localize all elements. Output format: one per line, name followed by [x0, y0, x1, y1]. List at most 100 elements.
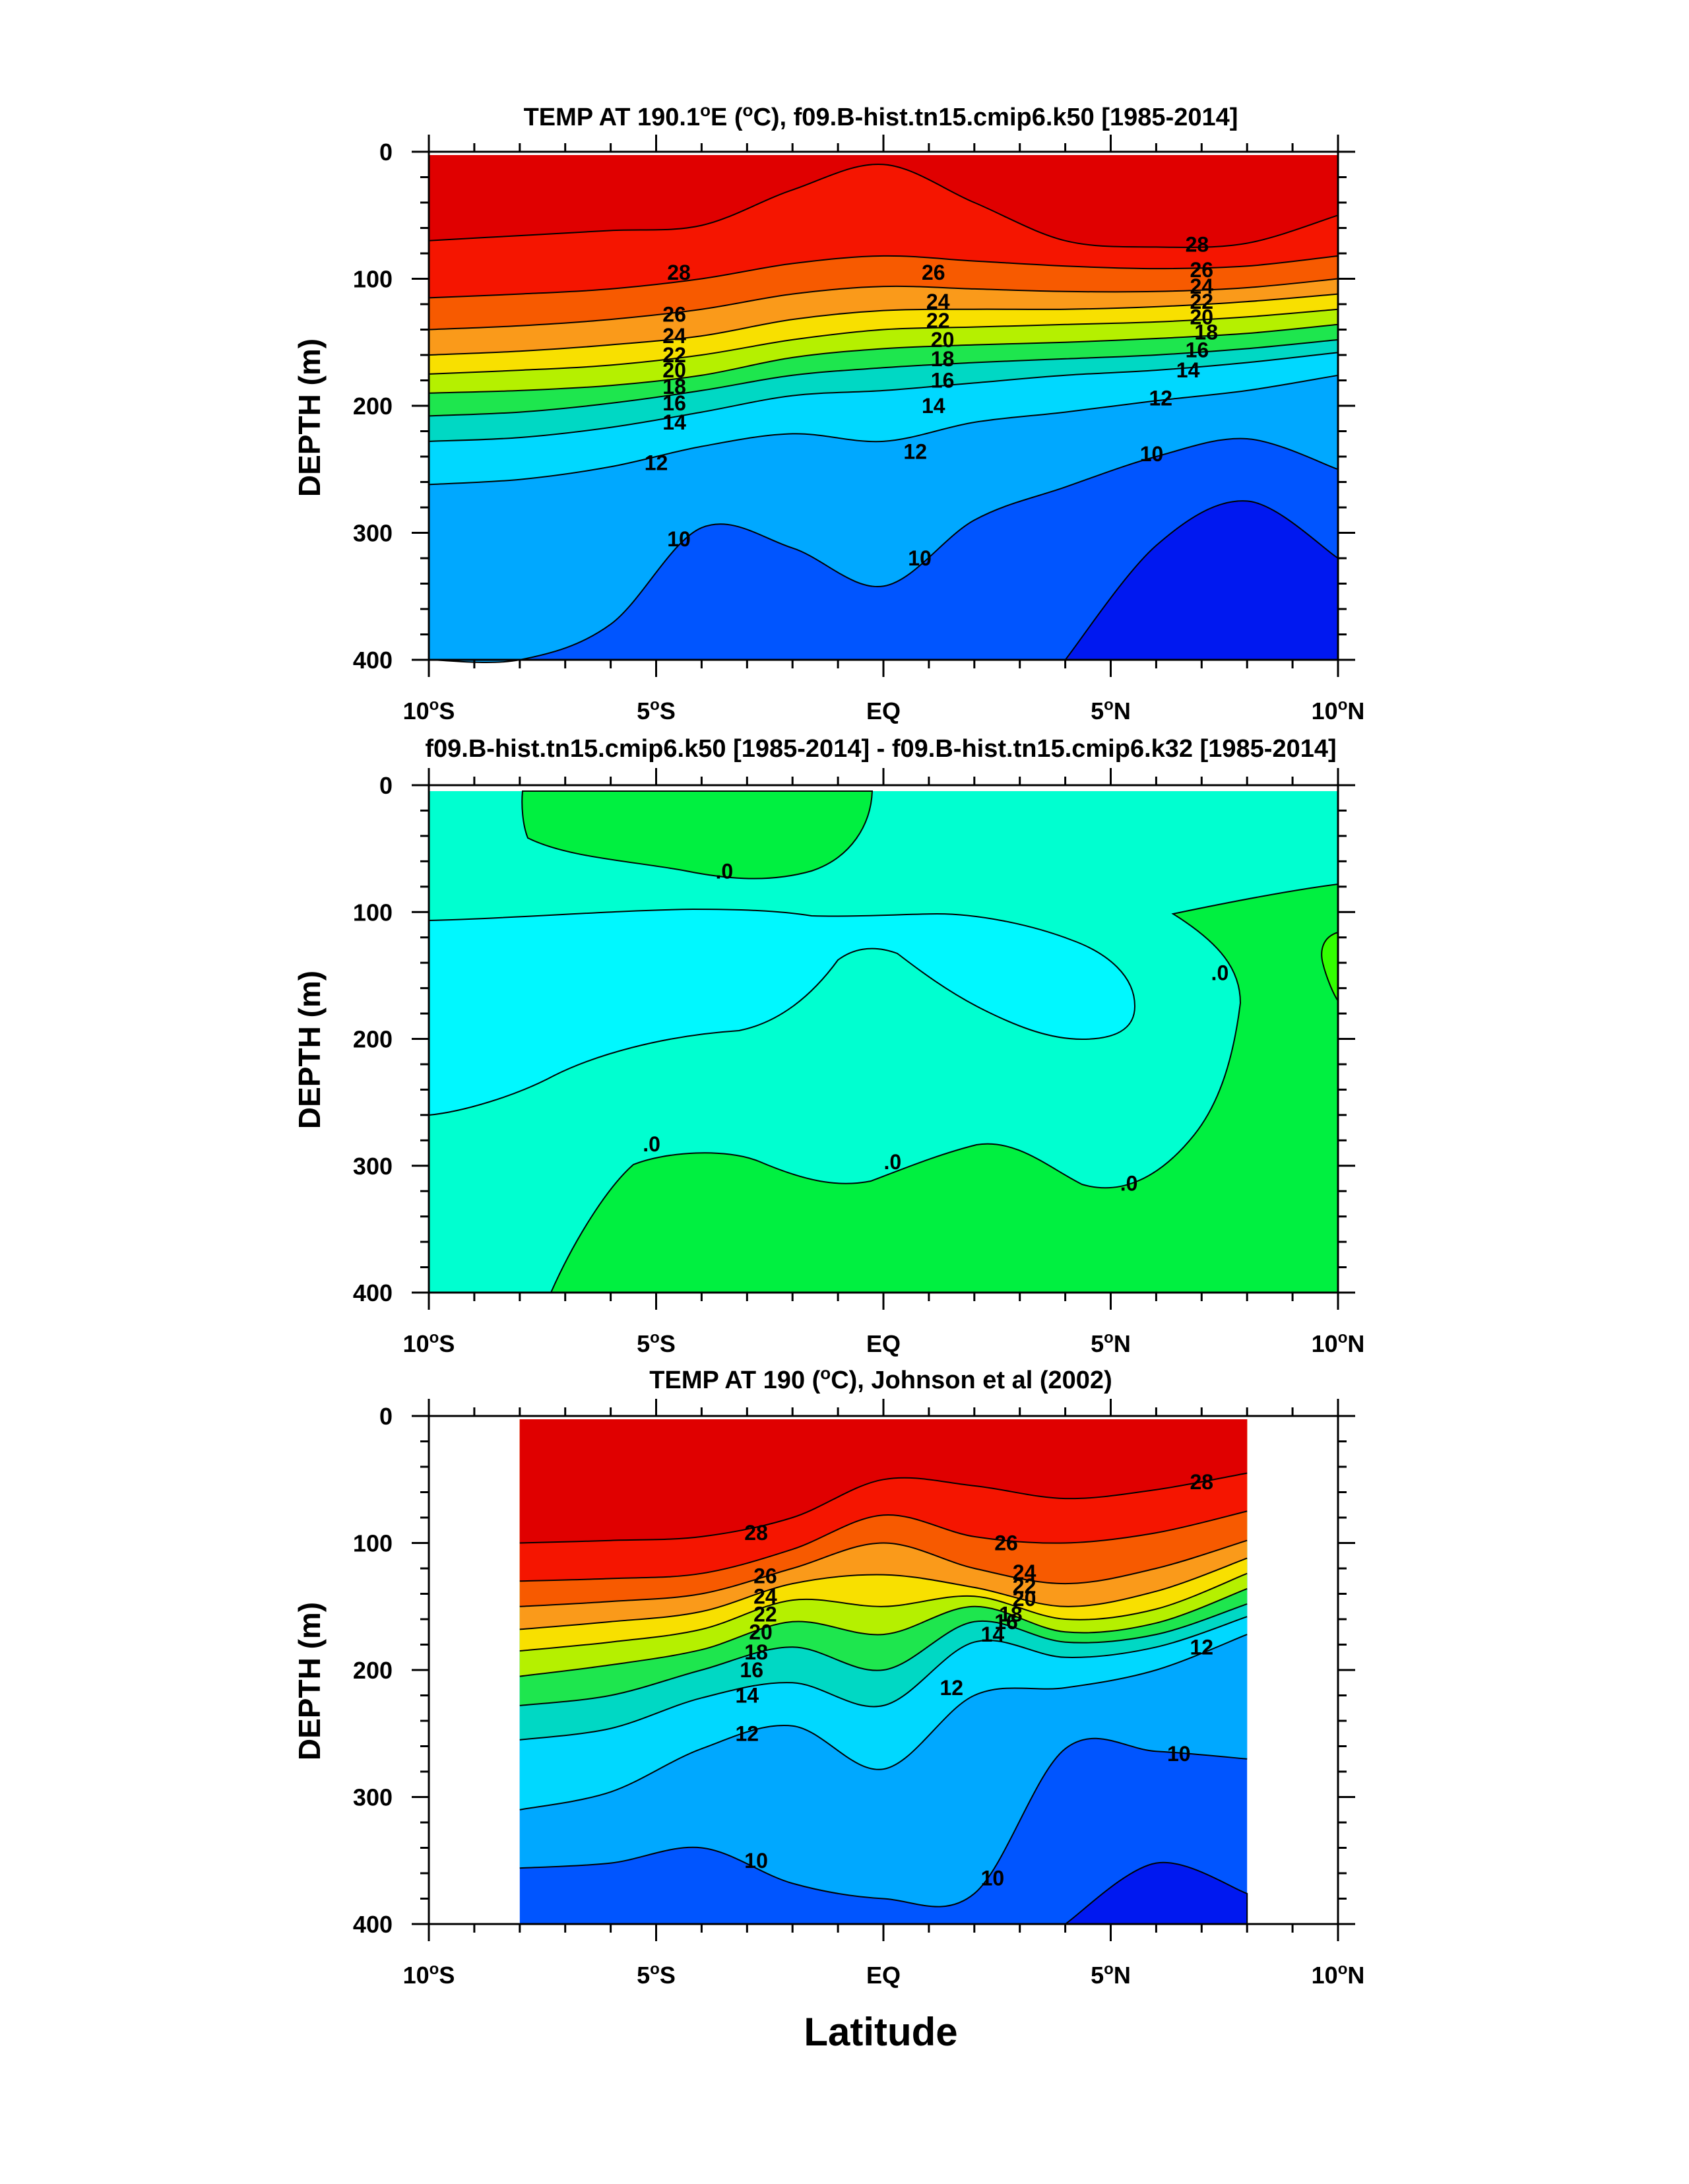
y-tick-label: 0 — [379, 772, 393, 799]
contour-label: 10 — [744, 1849, 768, 1873]
panel-observed-temperature: TEMP AT 190 (oC), Johnson et al (2002) 2… — [292, 1363, 1364, 1989]
panel1-axes: 0 100 200 300 400 10oS 5oS EQ 5oN 10oN — [353, 135, 1364, 724]
y-tick-label: 200 — [353, 1026, 393, 1053]
contour-label: 20 — [662, 358, 686, 382]
contour-label: 26 — [922, 261, 945, 284]
contour-label: 22 — [753, 1602, 777, 1626]
isotherm-26 — [428, 255, 1339, 299]
contour-label: .0 — [1120, 1172, 1138, 1196]
y-tick-label: 400 — [353, 1911, 393, 1938]
panel3-title: TEMP AT 190 (oC), Johnson et al (2002) — [649, 1363, 1112, 1394]
x-tick-label: 10oS — [403, 1960, 455, 1989]
x-tick-label: EQ — [866, 1330, 901, 1357]
contour-label: 14 — [981, 1622, 1005, 1646]
contour-label: 20 — [931, 328, 955, 352]
contour-label: 28 — [744, 1521, 768, 1545]
contour-label: 24 — [753, 1584, 777, 1608]
contour-label: 18 — [999, 1602, 1023, 1626]
panel1-title: TEMP AT 190.1oE (oC), f09.B-hist.tn15.cm… — [524, 100, 1238, 131]
contour-label: .0 — [715, 860, 733, 883]
y-tick-label: 100 — [353, 899, 393, 926]
isotherm-24 — [428, 278, 1339, 331]
contour-label: 10 — [908, 546, 932, 570]
isotherm-16 — [428, 338, 1339, 417]
contour-label: 26 — [994, 1531, 1018, 1555]
contour-label: 24 — [1013, 1560, 1036, 1584]
x-tick-label: 10oS — [403, 1329, 455, 1357]
contour-label: .0 — [1211, 961, 1229, 985]
isotherm-18 — [519, 1588, 1248, 1677]
panel2-axes: 0 100 200 300 400 10oS 5oS EQ 5oN 10oN — [353, 768, 1364, 1357]
y-tick-label: 100 — [353, 1530, 393, 1557]
contour-label: 16 — [931, 369, 955, 393]
contour-label: 16 — [662, 391, 686, 415]
contour-label: 24 — [926, 290, 950, 313]
deep-core-region — [1064, 500, 1339, 660]
x-tick-label: 5oN — [1091, 1329, 1131, 1357]
deep-core-region — [1063, 1861, 1248, 1925]
isotherm-14 — [519, 1616, 1248, 1741]
x-tick-label: EQ — [866, 1962, 901, 1989]
contour-label: 28 — [1190, 1470, 1214, 1494]
isotherm-26 — [519, 1510, 1248, 1582]
isotherm-10 — [519, 1737, 1248, 1908]
y-tick-label: 300 — [353, 1153, 393, 1180]
diff-region-positive-right — [550, 883, 1339, 1293]
band-above-28 — [429, 155, 1338, 247]
contour-label: 10 — [667, 527, 691, 551]
panel2-contour-labels: .0 .0 .0 .0 .0 — [643, 860, 1228, 1196]
isotherm-28 — [428, 164, 1339, 248]
band-above-28 — [519, 1419, 1248, 1543]
panel3-contour-labels: 2826242220181614121026242220181614121028… — [736, 1470, 1214, 1890]
contour-label: 18 — [662, 375, 686, 399]
contour-label: 18 — [744, 1640, 768, 1664]
y-tick-label: 400 — [353, 1279, 393, 1306]
panel1-filled-contours — [429, 155, 1339, 662]
panel2-filled-contours — [428, 790, 1339, 1293]
panel3-ylabel: DEPTH (m) — [292, 1602, 327, 1760]
x-tick-label: 10oN — [1312, 696, 1365, 724]
contour-label: 18 — [931, 347, 955, 371]
isotherm-12 — [428, 374, 1339, 486]
isotherm-12 — [519, 1634, 1248, 1811]
contour-label: 10 — [981, 1867, 1005, 1890]
x-tick-label: EQ — [866, 697, 901, 724]
contour-label: 28 — [1186, 233, 1209, 257]
panel2-title: f09.B-hist.tn15.cmip6.k50 [1985-2014] - … — [425, 735, 1336, 763]
y-tick-label: 300 — [353, 1784, 393, 1811]
contour-label: .0 — [883, 1150, 901, 1174]
contour-label: 20 — [1013, 1587, 1036, 1611]
contour-label: 12 — [1190, 1635, 1214, 1659]
contour-label: 22 — [1013, 1574, 1036, 1598]
contour-label: 16 — [994, 1610, 1018, 1634]
y-tick-label: 200 — [353, 1657, 393, 1684]
isotherm-16 — [519, 1603, 1248, 1706]
panel-difference: f09.B-hist.tn15.cmip6.k50 [1985-2014] - … — [292, 735, 1364, 1357]
isotherm-18 — [428, 323, 1339, 394]
panel1-contour-labels: 2826242220181614121026242220181614121028… — [645, 233, 1218, 571]
contour-label: 22 — [662, 343, 686, 367]
contour-label: 22 — [1190, 290, 1214, 313]
contour-label: 24 — [1190, 274, 1214, 298]
contour-label: 14 — [662, 410, 686, 434]
contour-label: 26 — [1190, 258, 1214, 282]
panel3-axes: 0 100 200 300 400 10oS 5oS EQ 5oN 10oN — [353, 1399, 1364, 1989]
isotherm-24 — [519, 1539, 1248, 1607]
diff-region-positive-top — [521, 790, 874, 880]
y-tick-label: 200 — [353, 393, 393, 420]
contour-label: 12 — [903, 439, 927, 463]
contour-label: 12 — [1149, 387, 1173, 410]
y-tick-label: 0 — [379, 1403, 393, 1430]
x-tick-label: 10oN — [1312, 1329, 1365, 1357]
x-tick-label: 10oN — [1312, 1960, 1365, 1989]
contour-label: 20 — [749, 1620, 773, 1644]
contour-label: 16 — [740, 1658, 763, 1682]
x-tick-label: 5oS — [637, 1329, 676, 1357]
panel1-ylabel: DEPTH (m) — [292, 338, 327, 497]
diff-region-negative — [428, 908, 1136, 1116]
contour-label: 10 — [1167, 1742, 1191, 1766]
x-tick-label: 5oS — [637, 696, 676, 724]
panel1-contour-lines — [428, 164, 1339, 663]
y-tick-label: 300 — [353, 520, 393, 547]
